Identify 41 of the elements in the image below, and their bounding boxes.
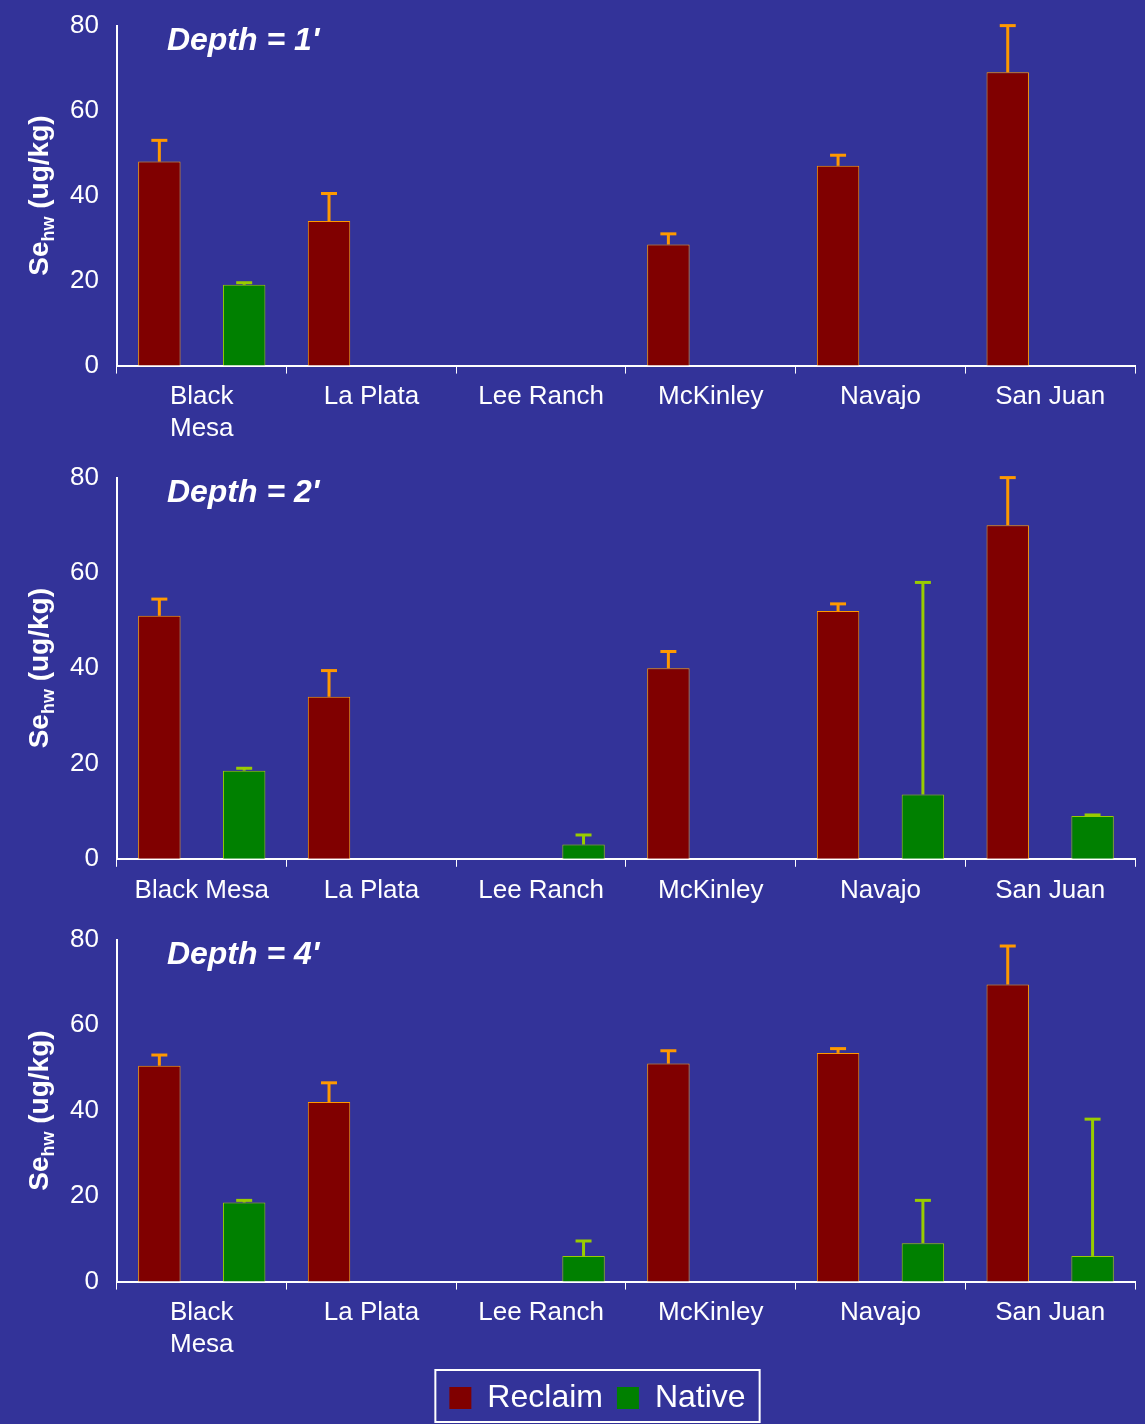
legend-label: Reclaim [487,1377,603,1414]
x-tick-label: Black Mesa [169,380,235,442]
x-tick-label: McKinley [658,380,764,411]
x-tick-label: McKinley [658,873,764,904]
y-tick-label: 20 [70,263,99,294]
x-tick-label: Lee Ranch [478,1296,604,1327]
y-tick-label: 40 [70,178,99,209]
legend-label: Native [654,1377,746,1414]
y-tick-label: 0 [84,348,99,379]
y-tick-label: 60 [70,93,99,124]
y-tick-label: 20 [70,746,99,777]
y-tick-label: 40 [70,1093,99,1124]
chart-title: Depth = 1' [166,21,321,58]
x-tick-label: Navajo [840,1296,921,1327]
y-tick-label: 0 [84,1264,99,1295]
y-tick-label: 20 [70,1179,99,1210]
x-tick-label: San Juan [995,873,1106,904]
y-axis-title: Sehw (ug/kg) [23,588,58,749]
x-tick-label: San Juan [995,380,1106,411]
y-tick-label: 0 [84,841,99,872]
y-axis-title: Sehw (ug/kg) [23,115,58,276]
x-tick-label: La Plata [323,380,420,411]
y-axis-title: Sehw (ug/kg) [23,1030,58,1191]
x-tick-label: Black Mesa [169,1296,235,1358]
y-tick-label: 60 [70,1008,99,1039]
chart-title: Depth = 4' [166,935,321,972]
x-tick-label: Navajo [840,380,921,411]
y-tick-label: 80 [70,922,99,953]
x-tick-label: Lee Ranch [478,873,604,904]
y-tick-label: 80 [70,460,99,491]
x-tick-label: Lee Ranch [478,380,604,411]
x-tick-label: La Plata [323,1296,420,1327]
chart-title: Depth = 2' [166,473,321,510]
x-tick-label: San Juan [995,1296,1106,1327]
x-tick-label: Navajo [840,873,921,904]
y-tick-label: 40 [70,651,99,682]
y-tick-label: 60 [70,556,99,587]
x-tick-label: McKinley [658,1296,764,1327]
y-tick-label: 80 [70,8,99,39]
x-tick-label: La Plata [323,873,420,904]
x-tick-label: Black Mesa [134,873,270,904]
